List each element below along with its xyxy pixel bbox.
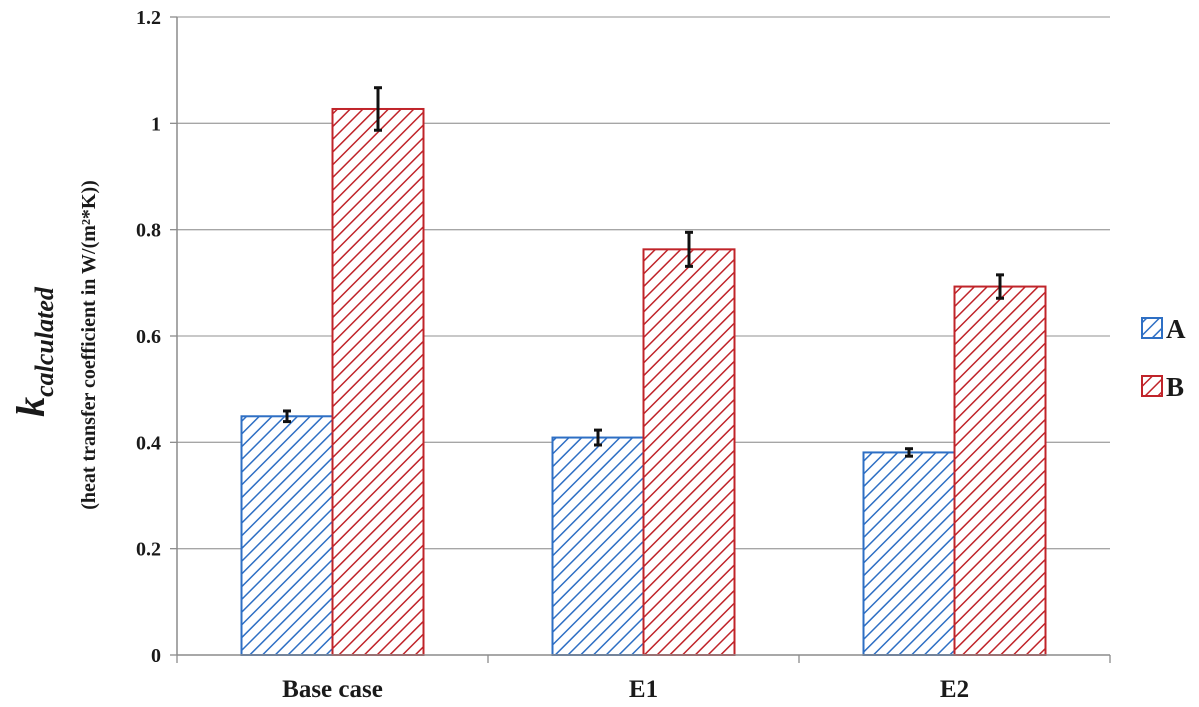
bar-a-0: [240, 415, 334, 657]
bar-a-2: [862, 451, 956, 656]
y-axis-title: kcalculated: [8, 286, 59, 417]
legend: AB: [1141, 314, 1186, 402]
legend-label-a: A: [1166, 314, 1186, 344]
y-axis-title-symbol: k: [8, 397, 53, 417]
x-tick-label: E1: [629, 676, 658, 702]
y-tick-label: 1.2: [136, 7, 161, 29]
y-tick-label: 0.8: [136, 220, 161, 242]
y-tick-label: 0: [151, 645, 161, 667]
error-bars: [283, 86, 1004, 458]
legend-swatch-b: [1141, 375, 1163, 397]
x-tick-labels: Base case E1 E2: [282, 676, 969, 703]
y-tick-label: 0.6: [136, 326, 161, 348]
y-tick-label: 0.4: [136, 432, 161, 454]
y-tick-labels: 0 0.2 0.4 0.6 0.8 1 1.2: [136, 7, 161, 667]
y-axis-subtitle: (heat transfer coefficient in W/(m²*K)): [78, 180, 100, 510]
y-tick-label: 0.2: [136, 539, 161, 561]
bar-b-1: [642, 248, 736, 656]
bar-b-2: [953, 285, 1047, 656]
x-tick-label: E2: [940, 676, 969, 702]
y-axis-title-subscript: calculated: [30, 286, 59, 397]
bars: [240, 107, 1047, 657]
y-axis-label: kcalculated (heat transfer coefficient i…: [8, 180, 100, 510]
legend-label-b: B: [1166, 372, 1184, 402]
bar-a-1: [551, 436, 645, 656]
legend-swatch-a: [1141, 317, 1163, 339]
x-tick-label: Base case: [282, 676, 383, 702]
axes: [176, 17, 1111, 663]
bar-b-0: [331, 107, 425, 656]
y-tick-label: 1: [151, 113, 161, 135]
